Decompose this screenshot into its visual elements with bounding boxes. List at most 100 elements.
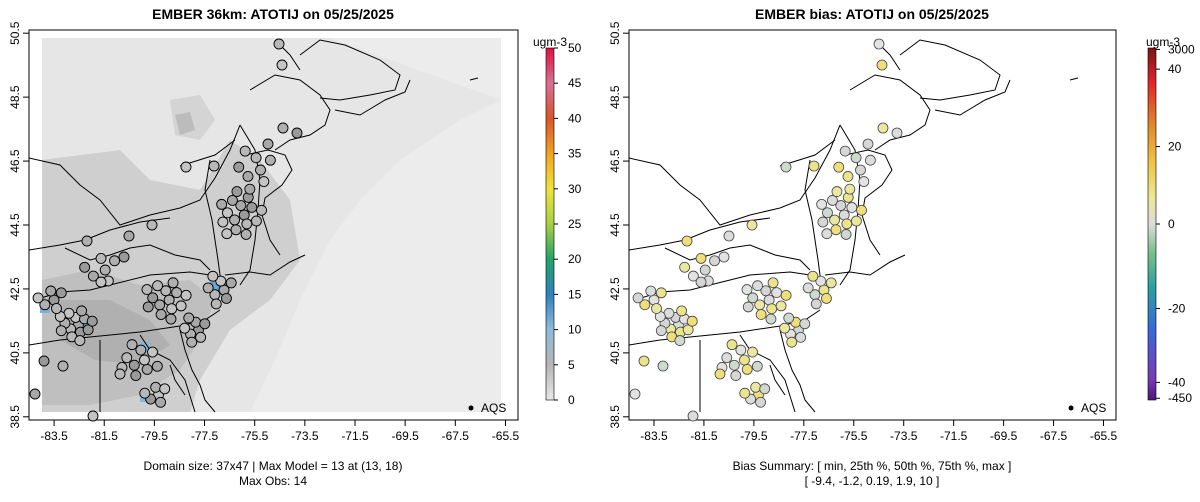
right-obs-site — [780, 289, 792, 301]
left-obs-site — [166, 303, 178, 315]
right-xtick-label: -75.5 — [840, 429, 868, 443]
right-obs-site — [699, 264, 711, 276]
right-obs-site — [783, 312, 795, 324]
right-obs-site — [718, 251, 730, 263]
right-cb-label: -20 — [1168, 301, 1186, 315]
right-obs-site — [877, 122, 889, 134]
left-obs-site — [207, 270, 219, 282]
left-obs-site — [240, 228, 252, 240]
left-cb-label: 45 — [568, 76, 582, 90]
right-obs-site — [807, 270, 819, 282]
right-xtick-label: -65.5 — [1090, 429, 1118, 443]
left-xtick-label: -71.5 — [341, 429, 369, 443]
right-obs-site — [645, 285, 657, 297]
left-colorbar — [545, 47, 555, 401]
right-obs-site — [657, 360, 669, 372]
left-xtick-label: -67.5 — [442, 429, 470, 443]
right-obs-site — [676, 305, 688, 317]
left-obs-site — [244, 183, 256, 195]
right-obs-site — [842, 171, 854, 182]
left-obs-site — [277, 122, 289, 134]
right-ytick-label: 44.5 — [608, 213, 622, 237]
left-obs-site — [233, 161, 245, 173]
left-obs-site — [230, 224, 242, 236]
left-obs-site — [141, 363, 153, 375]
right-ytick-label: 40.5 — [608, 341, 622, 365]
right-obs-site — [833, 161, 845, 173]
left-obs-site — [109, 255, 120, 267]
left-ytick-label: 50.5 — [8, 21, 22, 45]
left-obs-site — [128, 359, 140, 371]
left-ytick-label: 44.5 — [8, 213, 22, 237]
right-obs-site — [728, 359, 740, 371]
left-cb-label: 25 — [568, 217, 582, 231]
right-title: EMBER bias: ATOTIJ on 05/25/2025 — [755, 6, 989, 22]
right-obs-site — [817, 216, 829, 228]
left-obs-site — [139, 354, 150, 366]
left-obs-site — [99, 264, 111, 276]
right-xtick-label: -81.5 — [690, 429, 718, 443]
left-obs-site — [160, 285, 172, 297]
left-obs-site — [216, 198, 228, 210]
right-obs-site — [779, 322, 791, 334]
left-obs-site — [180, 289, 192, 301]
right-obs-site — [695, 276, 707, 288]
right-obs-site — [771, 287, 783, 298]
right-obs-site — [839, 145, 851, 157]
right-y-axis: 38.5 40.5 42.5 44.5 46.5 48.5 50.5 — [608, 21, 629, 428]
right-footer-line2: [ -9.4, -1.2, 0.19, 1.9, 10 ] — [805, 474, 940, 488]
left-cb-label: 10 — [568, 323, 582, 337]
left-ytick-label: 46.5 — [8, 149, 22, 173]
left-footer-line2: Max Obs: 14 — [239, 474, 307, 488]
right-obs-site — [821, 228, 833, 240]
left-obs-site — [239, 145, 251, 157]
left-obs-site — [81, 235, 93, 247]
left-obs-site — [262, 138, 274, 150]
right-obs-site — [655, 287, 667, 299]
right-map — [629, 30, 1116, 420]
right-obs-site — [767, 277, 779, 289]
right-ytick-label: 42.5 — [608, 277, 622, 301]
left-obs-site — [167, 277, 179, 289]
right-obs-site — [850, 152, 862, 164]
left-ytick-label: 40.5 — [8, 341, 22, 365]
right-obs-site — [687, 270, 699, 282]
right-obs-site — [741, 284, 753, 295]
right-obs-site — [808, 160, 820, 172]
right-cb-label: 20 — [1168, 140, 1182, 154]
right-obs-site — [709, 255, 720, 267]
right-panel: EMBER bias: ATOTIJ on 05/25/2025 — [608, 6, 1195, 488]
right-obs-site — [864, 154, 876, 166]
left-obs-site — [217, 216, 229, 228]
right-obs-site — [674, 335, 686, 346]
left-xtick-label: -83.5 — [40, 429, 68, 443]
right-obs-site — [655, 325, 667, 337]
left-obs-site — [130, 370, 142, 382]
right-xtick-label: -71.5 — [940, 429, 968, 443]
left-obs-site — [238, 209, 250, 221]
left-xtick-label: -81.5 — [91, 429, 119, 443]
right-ytick-label: 46.5 — [608, 149, 622, 173]
left-obs-site — [118, 251, 130, 263]
right-obs-site — [816, 198, 828, 210]
right-xtick-label: -69.5 — [990, 429, 1018, 443]
left-obs-site — [32, 292, 44, 304]
right-obs-site — [746, 219, 758, 231]
left-obs-site — [242, 170, 254, 182]
right-obs-site — [844, 183, 856, 195]
right-obs-site — [735, 344, 747, 356]
left-xtick-label: -79.5 — [141, 429, 169, 443]
right-colorbar-unit: ugm-3 — [1146, 35, 1180, 49]
left-obs-site — [135, 344, 147, 356]
right-obs-site — [751, 360, 763, 372]
right-x-axis: -83.5 -81.5 -79.5 -77.5 -75.5 -73.5 -71.5 -69.5… — [640, 420, 1118, 443]
left-obs-site — [150, 381, 162, 393]
right-obs-site — [651, 303, 662, 314]
left-cb-label: 50 — [568, 41, 582, 55]
left-panel: EMBER 36km: ATOTIJ on 05/25/2025 — [8, 6, 582, 488]
left-obs-site — [250, 152, 262, 164]
left-obs-site — [231, 186, 243, 198]
left-xtick-label: -75.5 — [241, 429, 269, 443]
right-colorbar-ticks: -450 -40 -20 0 20 40 3000 — [1156, 42, 1195, 405]
left-obs-site — [221, 228, 233, 240]
